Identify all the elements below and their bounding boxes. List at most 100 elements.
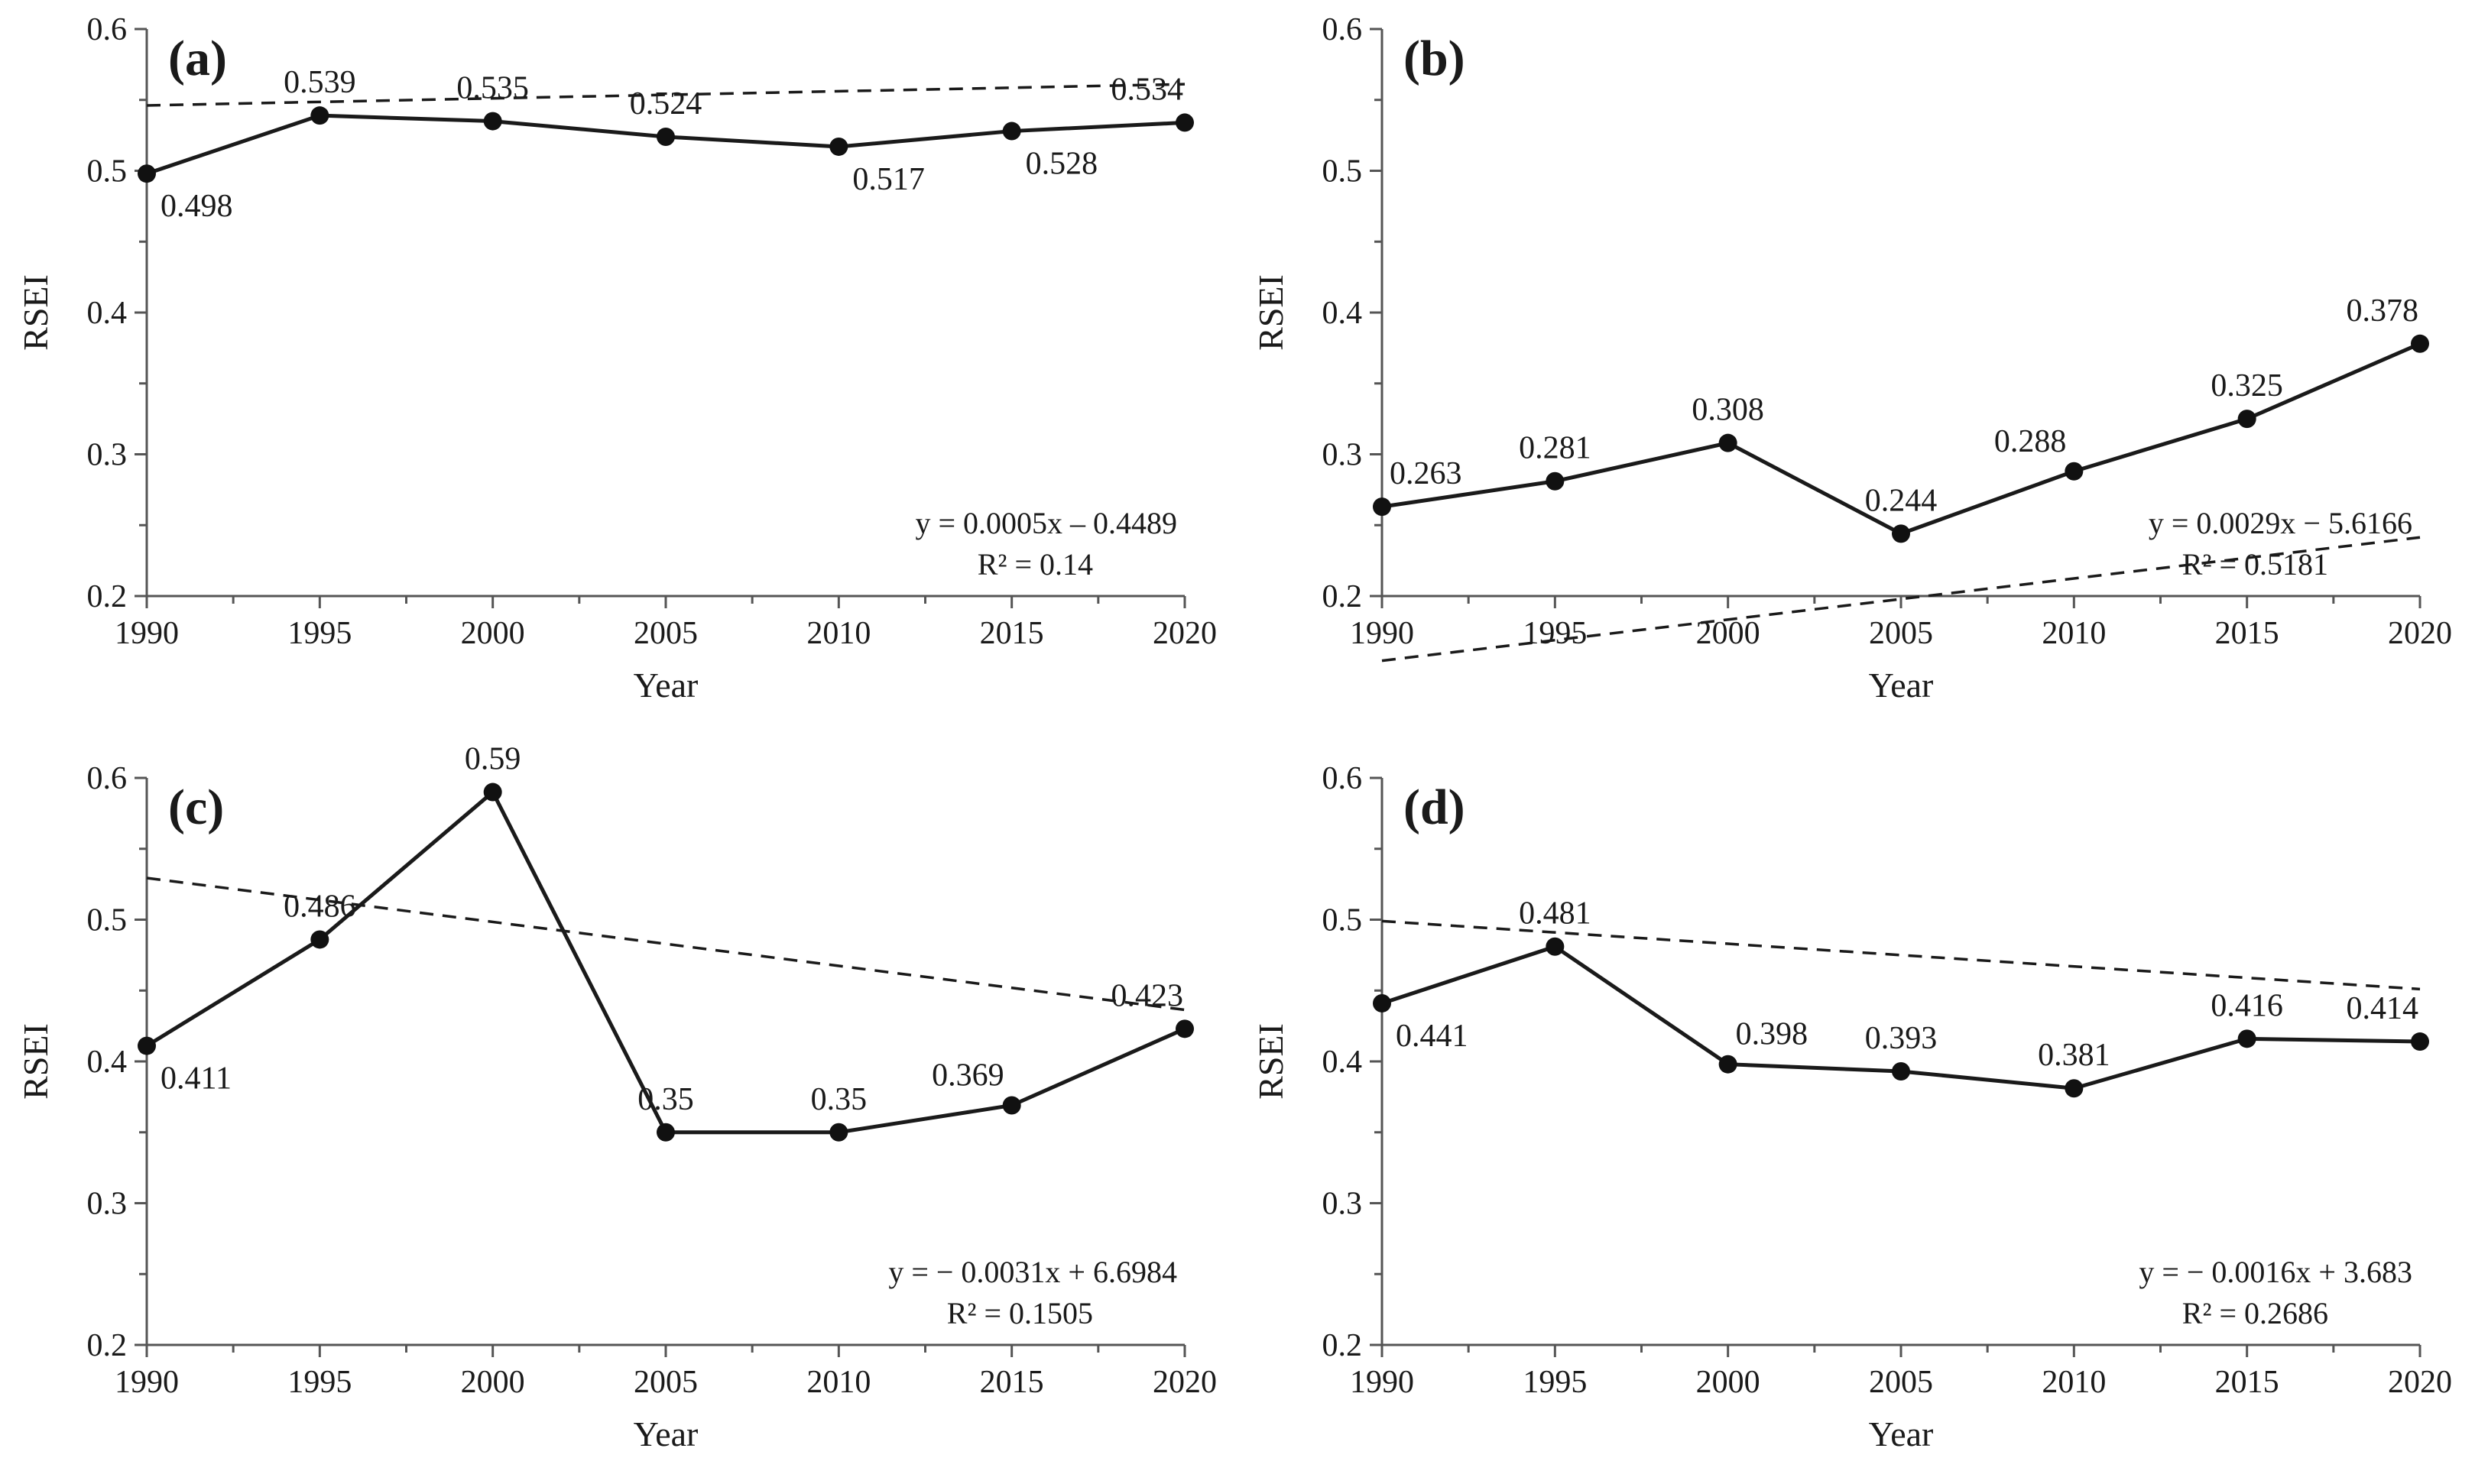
x-tick-label: 2010 [2042, 616, 2106, 651]
data-label: 0.59 [465, 742, 521, 777]
panel-label: (a) [168, 31, 227, 86]
x-tick-label: 2000 [461, 616, 525, 651]
data-point [1546, 471, 1565, 491]
data-label: 0.398 [1736, 1017, 1808, 1052]
data-label: 0.411 [161, 1061, 232, 1097]
trend-r-squared: R² = 0.14 [978, 547, 1093, 582]
data-label: 0.414 [2347, 991, 2419, 1026]
data-point [483, 783, 502, 802]
y-tick-label: 0.6 [1322, 761, 1363, 796]
data-point [657, 127, 675, 146]
data-label: 0.423 [1111, 978, 1184, 1013]
panel-label: (d) [1403, 779, 1465, 835]
x-tick-label: 2000 [461, 1365, 525, 1400]
y-tick-label: 0.4 [87, 296, 128, 331]
data-label: 0.308 [1692, 393, 1764, 428]
x-tick-label: 2020 [2388, 616, 2452, 651]
data-label: 0.441 [1396, 1019, 1468, 1054]
y-tick-label: 0.2 [87, 579, 128, 614]
data-label: 0.325 [2211, 368, 2283, 403]
chart-panel-3: 0.2 0.3 0.4 0.5 0.6 1990 1995 2000 2005 2010 2015 2… [16, 742, 1217, 1453]
x-tick-label: 2005 [1869, 616, 1933, 651]
x-axis-title: Year [634, 1414, 699, 1453]
data-point [1002, 122, 1021, 141]
trend-r-squared: R² = 0.5181 [2182, 547, 2328, 582]
x-tick-label: 2020 [2388, 1365, 2452, 1400]
x-tick-label: 1990 [1350, 616, 1414, 651]
data-point [1373, 993, 1391, 1013]
data-label: 0.535 [456, 71, 529, 106]
data-point [138, 1036, 156, 1055]
data-point [829, 1123, 848, 1142]
data-label: 0.528 [1026, 147, 1098, 182]
x-tick-label: 1990 [1350, 1365, 1414, 1400]
data-point [1718, 433, 1737, 452]
data-point [138, 164, 156, 183]
x-tick-label: 1990 [115, 1365, 179, 1400]
data-label: 0.263 [1390, 456, 1462, 491]
y-axis-title: RSEI [1251, 274, 1290, 351]
data-point [1892, 1061, 1910, 1081]
data-point [1892, 524, 1910, 543]
trend-equation: y = 0.0029x − 5.6166 [2149, 506, 2412, 540]
x-tick-label: 2015 [2215, 616, 2279, 651]
y-tick-label: 0.6 [87, 12, 128, 47]
y-axis-title: RSEI [16, 274, 55, 351]
data-point [2411, 334, 2429, 353]
data-label: 0.381 [2038, 1038, 2110, 1073]
y-tick-label: 0.6 [1322, 12, 1363, 47]
y-axis-title: RSEI [1251, 1023, 1290, 1100]
data-label: 0.35 [637, 1082, 694, 1117]
data-label: 0.393 [1865, 1021, 1938, 1056]
data-label: 0.281 [1519, 431, 1591, 466]
data-label: 0.416 [2211, 988, 2283, 1023]
chart-panel-1: 0.2 0.3 0.4 0.5 0.6 1990 1995 2000 2005 2010 2015 2… [16, 12, 1217, 705]
x-tick-label: 1995 [287, 1365, 352, 1400]
data-point [310, 930, 329, 949]
x-tick-label: 2005 [634, 616, 698, 651]
data-point [2065, 1079, 2084, 1098]
data-label: 0.369 [932, 1058, 1004, 1094]
y-tick-label: 0.4 [1322, 1045, 1363, 1080]
trendline [1381, 536, 2421, 663]
data-point [1373, 497, 1391, 517]
y-tick-label: 0.2 [1322, 1328, 1363, 1363]
trend-equation: y = − 0.0031x + 6.6984 [888, 1255, 1177, 1289]
x-tick-label: 2010 [806, 616, 871, 651]
data-point [310, 106, 329, 125]
y-tick-label: 0.5 [87, 154, 128, 190]
data-label: 0.244 [1865, 483, 1938, 518]
y-tick-label: 0.5 [1322, 903, 1363, 938]
y-tick-label: 0.3 [87, 1187, 128, 1222]
panel-label: (c) [168, 779, 224, 835]
data-label: 0.524 [630, 86, 702, 122]
data-point [1176, 1019, 1194, 1038]
trendline [1381, 919, 2421, 991]
x-tick-label: 1995 [1523, 616, 1587, 651]
data-point [657, 1123, 675, 1142]
x-axis-title: Year [1869, 666, 1934, 705]
data-point [1002, 1096, 1021, 1115]
data-label: 0.539 [284, 65, 356, 100]
data-point [829, 137, 848, 156]
data-label: 0.486 [284, 889, 356, 924]
data-point [1176, 113, 1194, 132]
data-point [1546, 937, 1565, 956]
data-point [2237, 410, 2256, 429]
x-axis-title: Year [634, 666, 699, 705]
x-tick-label: 2015 [980, 1365, 1044, 1400]
panel-label: (b) [1403, 31, 1465, 86]
x-tick-label: 2000 [1696, 1365, 1760, 1400]
x-tick-label: 2005 [634, 1365, 698, 1400]
data-point [2237, 1029, 2256, 1048]
y-tick-label: 0.3 [87, 438, 128, 473]
trend-equation: y = − 0.0016x + 3.683 [2139, 1255, 2412, 1289]
x-tick-label: 1990 [115, 616, 179, 651]
x-tick-label: 2005 [1869, 1365, 1933, 1400]
data-label: 0.35 [811, 1082, 868, 1117]
data-point [1718, 1055, 1737, 1074]
y-tick-label: 0.4 [1322, 296, 1363, 331]
data-label: 0.481 [1519, 896, 1591, 932]
